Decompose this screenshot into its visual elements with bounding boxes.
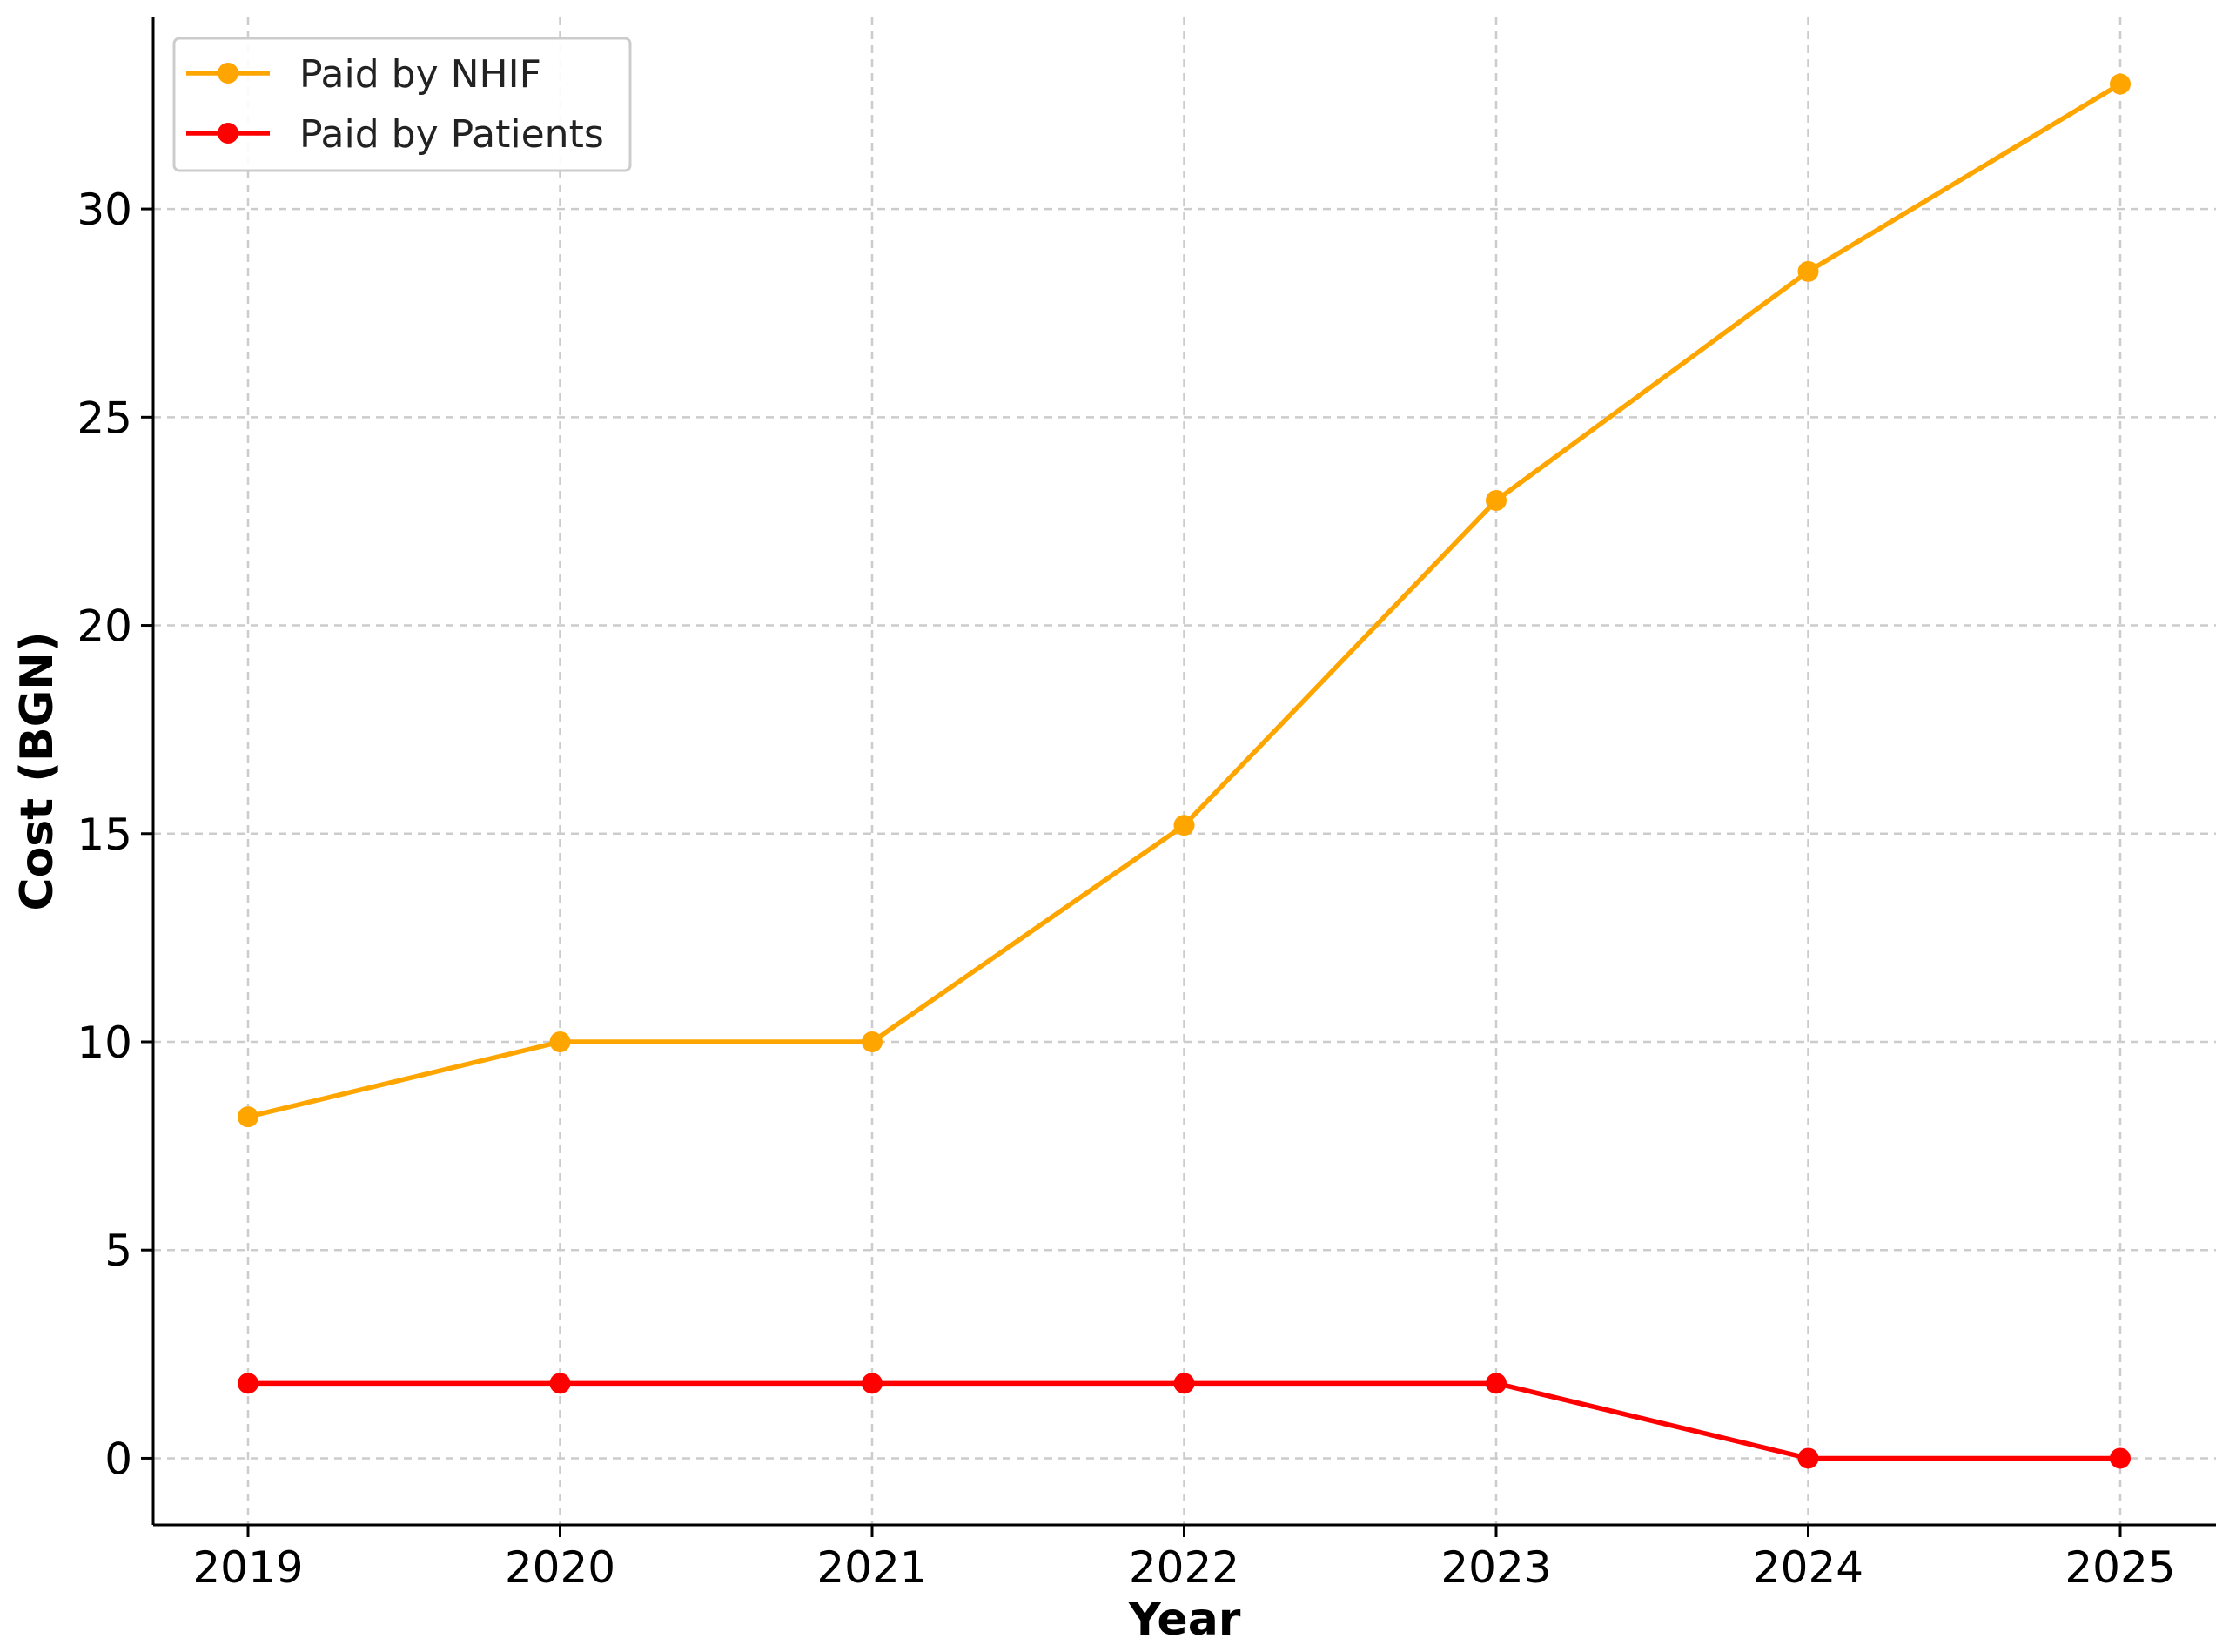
series-1 xyxy=(238,1373,2131,1469)
data-point xyxy=(1797,1447,1819,1469)
y-tick-label: 20 xyxy=(77,601,132,652)
y-tick-label: 25 xyxy=(77,393,132,443)
data-point xyxy=(1486,490,1507,512)
data-point xyxy=(238,1106,258,1128)
data-point xyxy=(2110,73,2131,95)
data-point xyxy=(1173,1373,1195,1394)
x-tick-label: 2024 xyxy=(1753,1542,1863,1593)
series xyxy=(238,73,2131,1469)
data-point xyxy=(549,1373,571,1394)
x-axis-title: Year xyxy=(1128,1594,1241,1646)
y-tick-label: 0 xyxy=(104,1434,132,1484)
legend-swatch-marker xyxy=(218,63,238,84)
legend-frame xyxy=(172,37,632,172)
legend-swatch-marker xyxy=(218,123,238,144)
data-point xyxy=(862,1031,883,1052)
y-tick-label: 30 xyxy=(77,185,132,235)
legend: Paid by NHIF Paid by Patients xyxy=(172,37,632,172)
data-point xyxy=(1486,1373,1507,1394)
data-point xyxy=(2110,1447,2131,1469)
data-point xyxy=(238,1373,258,1394)
x-tick-label: 2019 xyxy=(192,1542,303,1593)
x-tick-label: 2022 xyxy=(1129,1542,1239,1593)
series-0 xyxy=(238,73,2131,1128)
y-tick-label: 15 xyxy=(77,809,132,860)
data-point xyxy=(1797,260,1819,282)
y-axis-title: Cost (BGN) xyxy=(11,631,64,910)
data-point xyxy=(1173,815,1195,836)
x-tick-label: 2021 xyxy=(816,1542,927,1593)
x-tick-label: 2020 xyxy=(505,1542,615,1593)
legend-label: Paid by Patients xyxy=(299,112,604,157)
data-point xyxy=(549,1031,571,1052)
x-tick-label: 2023 xyxy=(1440,1542,1551,1593)
y-tick-label: 10 xyxy=(77,1017,132,1068)
data-point xyxy=(862,1373,883,1394)
legend-label: Paid by NHIF xyxy=(299,52,541,97)
x-tick-label: 2025 xyxy=(2065,1542,2175,1593)
y-tick-label: 5 xyxy=(104,1226,132,1276)
